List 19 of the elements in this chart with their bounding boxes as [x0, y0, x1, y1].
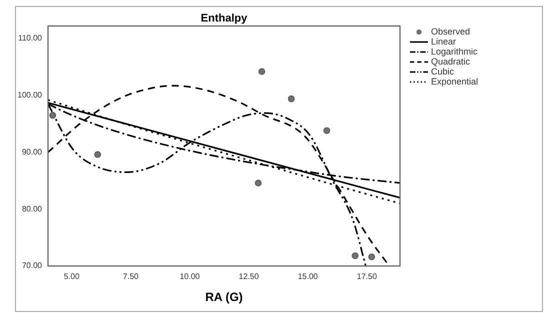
legend-label: Linear — [431, 36, 456, 46]
legend-label: Cubic — [431, 66, 455, 76]
x-tick-label: 5.00 — [64, 272, 80, 282]
y-tick-label: 70.00 — [22, 261, 43, 270]
x-axis-title: RA (G) — [205, 290, 243, 304]
y-tick-label: 110.00 — [18, 34, 43, 43]
legend-label: Logarithmic — [431, 46, 478, 56]
legend-label: Observed — [431, 26, 470, 36]
chart-title: Enthalpy — [200, 12, 248, 25]
y-tick-label: 80.00 — [22, 204, 43, 214]
x-tick-label: 15.00 — [298, 272, 318, 282]
x-tick-label: 7.50 — [122, 272, 140, 282]
legend-label: Quadratic — [431, 56, 471, 66]
x-tick-label: 12.50 — [238, 272, 260, 282]
x-tick-label: 10.00 — [180, 272, 200, 282]
y-tick-label: 100.00 — [18, 90, 43, 100]
legend-label: Exponential — [431, 76, 478, 86]
y-tick-label: 90.00 — [22, 147, 43, 156]
x-tick-label: 17.50 — [356, 272, 378, 282]
